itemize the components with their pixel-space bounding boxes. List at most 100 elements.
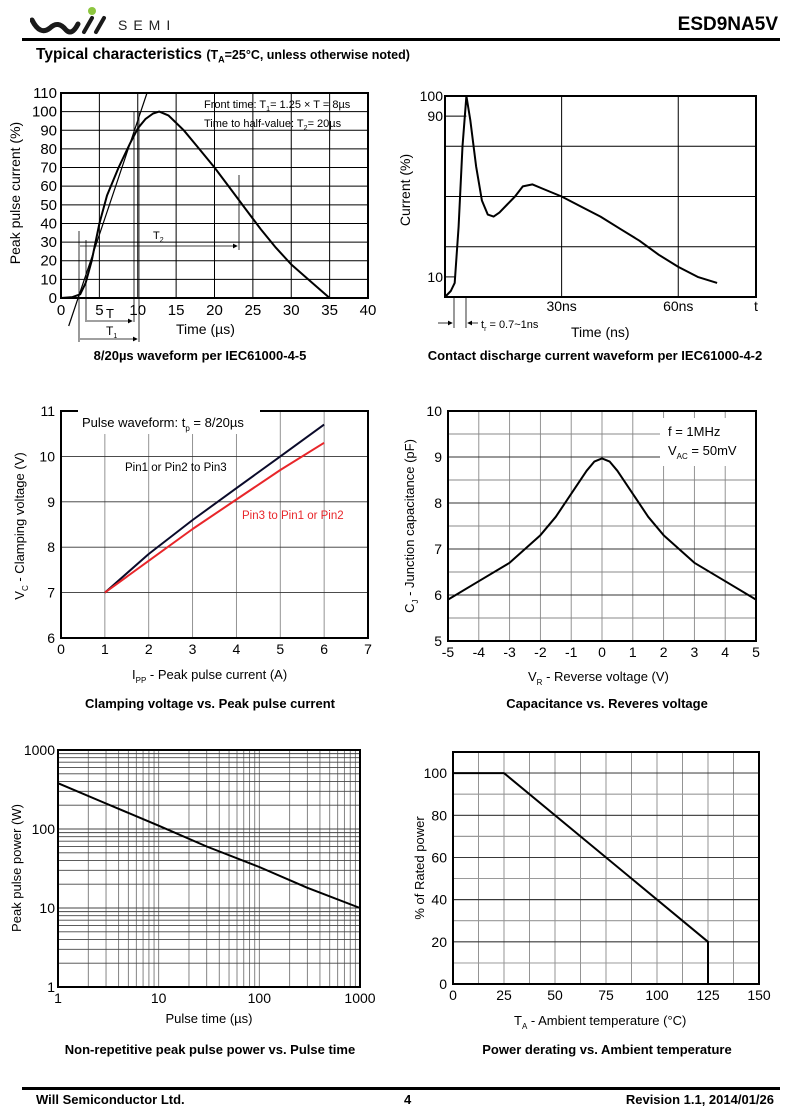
y-tick-label: 90 [427, 108, 443, 124]
will-semi-logo-icon [30, 7, 106, 35]
x-tick-label: t [754, 298, 758, 314]
caption-surge-waveform: 8/20µs waveform per IEC61000-4-5 [93, 348, 307, 363]
series-line-ppk [57, 782, 361, 909]
c4-ylabel: CJ - Junction capacitance (pF) [402, 439, 420, 613]
x-tick-label: -5 [442, 644, 455, 660]
x-tick-label: 25 [496, 987, 512, 1003]
plot-frame [57, 749, 361, 988]
x-tick-label: 150 [747, 987, 771, 1003]
c1-label-t2: T2 [153, 230, 164, 244]
footer-company: Will Semiconductor Ltd. [36, 1092, 185, 1107]
y-tick-label: 10 [39, 448, 55, 464]
x-tick-label: 50 [547, 987, 563, 1003]
c2-xlabel: Time (ns) [571, 324, 630, 340]
y-tick-label: 7 [47, 585, 55, 601]
logo-text: SEMI [118, 17, 177, 33]
caption-derating: Power derating vs. Ambient temperature [482, 1042, 732, 1057]
c5-ylabel: Peak pulse power (W) [9, 804, 24, 932]
x-tick-label: 0 [449, 987, 457, 1003]
series-line-pin3-to-pin1-or-pin2 [104, 441, 325, 594]
y-tick-label: 8 [47, 539, 55, 555]
y-tick-label: 1000 [24, 742, 55, 758]
x-tick-label: 20 [206, 302, 223, 319]
c1-ylabel: Peak pulse current (%) [7, 122, 23, 264]
x-tick-label: 25 [245, 302, 262, 319]
section-title-text: Typical characteristics [36, 46, 202, 63]
c2-ylabel: Current (%) [397, 154, 413, 226]
y-tick-label: 0 [49, 290, 57, 307]
plot-area [58, 750, 360, 987]
y-tick-label: 100 [424, 765, 448, 781]
c2-tr-label: tr = 0.7~1ns [481, 319, 539, 333]
plot-frame [444, 95, 757, 298]
caption-clamping: Clamping voltage vs. Peak pulse current [85, 696, 335, 711]
x-tick-label: 30ns [546, 298, 576, 314]
y-tick-label: 10 [40, 271, 57, 288]
x-tick-label: -3 [503, 644, 516, 660]
c3-ylabel: VC - Clamping voltage (V) [12, 452, 30, 599]
x-tick-label: 10 [129, 302, 146, 319]
plot-area [61, 411, 368, 638]
c4-note-freq: f = 1MHz [668, 424, 720, 439]
y-tick-label: 30 [40, 234, 57, 251]
y-tick-label: 10 [426, 403, 442, 419]
y-tick-label: 20 [40, 253, 57, 270]
footer-page-number: 4 [404, 1092, 412, 1107]
x-tick-label: 100 [645, 987, 669, 1003]
plot-frame [452, 751, 760, 985]
y-tick-label: 40 [431, 892, 447, 908]
x-tick-label: 1 [629, 644, 637, 660]
y-tick-label: 7 [434, 541, 442, 557]
chart-pulse-power: 1 10 100 1000 1 10 100 1000 Pulse time (µs) Pea… [9, 742, 376, 1026]
c3-note: Pulse waveform: tp = 8/20µs [82, 415, 244, 433]
chart-capacitance: -5 -4 -3 -2 -1 0 1 2 3 4 5 5 6 7 8 9 10 f = 1MHz VAC = 5… [402, 403, 760, 687]
chart-power-derating: 0 25 50 75 100 125 150 0 20 40 60 80 100 TA - Ambien… [412, 751, 771, 1031]
y-tick-label: 8 [434, 495, 442, 511]
y-tick-label: 0 [439, 976, 447, 992]
series-line-cj [447, 457, 757, 601]
x-tick-label: 6 [320, 641, 328, 657]
y-tick-label: 11 [40, 403, 55, 419]
x-tick-label: 125 [696, 987, 720, 1003]
y-tick-label: 100 [32, 104, 57, 121]
c3-legend-red: Pin3 to Pin1 or Pin2 [242, 510, 344, 522]
y-tick-label: 60 [40, 178, 57, 195]
y-tick-label: 70 [40, 160, 57, 177]
y-tick-label: 6 [434, 587, 442, 603]
chart-surge-waveform: 0 5 10 15 20 25 30 35 40010203040506070809010011… [7, 85, 376, 342]
x-tick-label: 5 [752, 644, 760, 660]
c4-note-vac: VAC = 50mV [668, 443, 737, 461]
y-tick-label: 100 [420, 88, 444, 104]
footer-divider [22, 1087, 780, 1090]
series-line-pin1-or-pin2-to-pin3 [104, 423, 325, 594]
y-tick-label: 80 [431, 807, 447, 823]
header-divider [22, 38, 780, 41]
c5-xlabel: Pulse time (µs) [166, 1011, 253, 1026]
x-tick-label: 0 [57, 641, 65, 657]
part-number: ESD9NA5V [677, 14, 778, 35]
c1-label-t: T [106, 306, 114, 321]
c6-ylabel: % of Rated power [412, 816, 427, 920]
c4-xlabel: VR - Reverse voltage (V) [528, 669, 669, 687]
x-tick-label: -1 [565, 644, 578, 660]
plot-frame [447, 410, 757, 642]
x-tick-label: 30 [283, 302, 300, 319]
chart-clamping-voltage: 0 1 2 3 4 5 6 7 6 7 8 9 10 11 Pulse waveform: tp = 8/… [12, 403, 372, 685]
c3-legend-black: Pin1 or Pin2 to Pin3 [125, 462, 227, 474]
x-tick-label: 10 [151, 990, 167, 1006]
plot-frame [60, 92, 369, 299]
series-line-esd-current [444, 95, 718, 298]
x-tick-label: 3 [691, 644, 699, 660]
x-tick-label: 40 [360, 302, 377, 319]
caption-esd-waveform: Contact discharge current waveform per I… [427, 348, 763, 363]
c1-label-t1: T1 [106, 324, 117, 340]
y-tick-label: 6 [47, 630, 55, 646]
c1-xlabel: Time (µs) [176, 321, 235, 337]
c1-note-front-time: Front time: T1= 1.25 × T = 8µs [204, 99, 351, 113]
x-tick-label: 2 [660, 644, 668, 660]
y-tick-label: 50 [40, 197, 57, 214]
y-tick-label: 10 [39, 900, 55, 916]
y-tick-label: 100 [32, 821, 56, 837]
series-line-waveform [60, 110, 331, 299]
